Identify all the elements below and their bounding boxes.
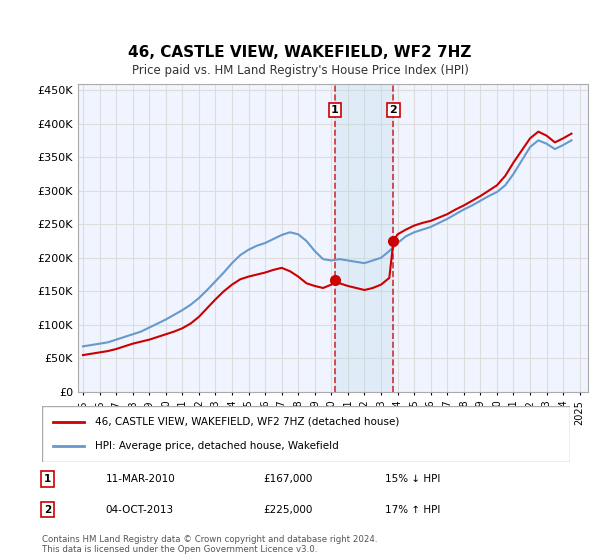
Text: 46, CASTLE VIEW, WAKEFIELD, WF2 7HZ: 46, CASTLE VIEW, WAKEFIELD, WF2 7HZ xyxy=(128,45,472,60)
Text: 17% ↑ HPI: 17% ↑ HPI xyxy=(385,505,440,515)
Text: 15% ↓ HPI: 15% ↓ HPI xyxy=(385,474,440,484)
Text: £225,000: £225,000 xyxy=(264,505,313,515)
Text: 1: 1 xyxy=(44,474,51,484)
FancyBboxPatch shape xyxy=(42,406,570,462)
Text: 46, CASTLE VIEW, WAKEFIELD, WF2 7HZ (detached house): 46, CASTLE VIEW, WAKEFIELD, WF2 7HZ (det… xyxy=(95,417,399,427)
Text: 1: 1 xyxy=(331,105,338,115)
Text: 2: 2 xyxy=(44,505,51,515)
Text: 11-MAR-2010: 11-MAR-2010 xyxy=(106,474,175,484)
Text: Price paid vs. HM Land Registry's House Price Index (HPI): Price paid vs. HM Land Registry's House … xyxy=(131,64,469,77)
Bar xyxy=(335,84,394,392)
Text: Contains HM Land Registry data © Crown copyright and database right 2024.
This d: Contains HM Land Registry data © Crown c… xyxy=(42,535,377,554)
Text: 04-OCT-2013: 04-OCT-2013 xyxy=(106,505,173,515)
Text: £167,000: £167,000 xyxy=(264,474,313,484)
Text: 2: 2 xyxy=(389,105,397,115)
Text: HPI: Average price, detached house, Wakefield: HPI: Average price, detached house, Wake… xyxy=(95,441,338,451)
